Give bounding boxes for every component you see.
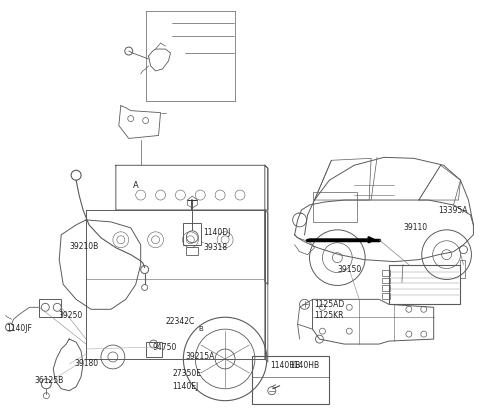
Text: 39180: 39180 [74, 360, 98, 368]
Text: 39210B: 39210B [69, 242, 98, 251]
Bar [459, 260, 466, 277]
Text: 39318: 39318 [203, 243, 228, 252]
Text: 1140DJ: 1140DJ [203, 229, 230, 237]
Text: 39150: 39150 [337, 265, 361, 274]
Text: 22342C: 22342C [166, 317, 195, 326]
Bar [389, 265, 460, 304]
Bar [186, 247, 198, 255]
Text: 1125KR: 1125KR [314, 311, 344, 320]
Bar [382, 277, 390, 284]
Bar [252, 356, 329, 404]
Bar [183, 223, 201, 245]
Text: A: A [133, 181, 139, 189]
Bar [382, 286, 390, 291]
Bar [39, 299, 61, 317]
Text: 39250: 39250 [58, 311, 83, 320]
Text: 39215A: 39215A [185, 353, 215, 361]
Text: 36125B: 36125B [35, 376, 64, 385]
Bar [382, 293, 390, 299]
Text: 13395A: 13395A [439, 206, 468, 215]
Text: 39110: 39110 [404, 223, 428, 232]
Text: 1140HB: 1140HB [289, 361, 320, 370]
Bar [382, 270, 390, 275]
Text: 1140JF: 1140JF [7, 324, 33, 332]
Text: 94750: 94750 [153, 342, 177, 351]
Bar [312, 192, 357, 222]
Bar [145, 342, 162, 357]
Text: 1125AD: 1125AD [314, 300, 345, 309]
Text: 27350E: 27350E [172, 369, 202, 379]
Text: 1140HB: 1140HB [270, 361, 300, 370]
Text: 1140EJ: 1140EJ [172, 382, 199, 391]
Text: B: B [198, 326, 203, 332]
